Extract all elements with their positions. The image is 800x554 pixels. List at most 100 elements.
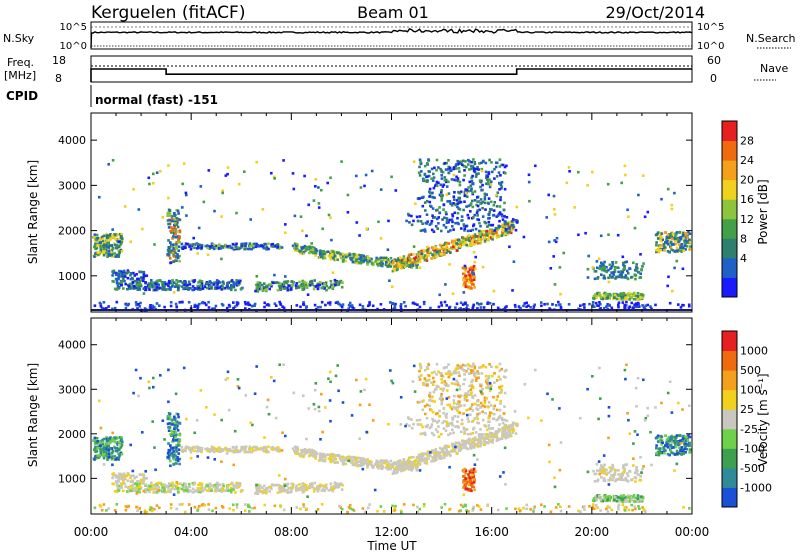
echo-cell xyxy=(293,214,297,218)
echo-cell xyxy=(609,275,612,279)
echo-cell xyxy=(229,286,233,289)
echo-cell xyxy=(301,229,304,233)
echo-cell xyxy=(506,425,510,429)
echo-cell xyxy=(430,167,434,171)
echo-cell xyxy=(329,253,333,257)
echo-cell xyxy=(117,275,121,279)
echo-cell xyxy=(429,306,432,310)
echo-cell xyxy=(423,461,427,465)
echo-cell xyxy=(129,476,132,480)
echo-cell xyxy=(220,288,224,291)
echo-cell xyxy=(415,215,419,219)
echo-cell xyxy=(237,182,241,186)
echo-cell xyxy=(135,484,139,487)
echo-cell xyxy=(262,449,265,453)
echo-cell xyxy=(195,489,199,493)
echo-cell xyxy=(150,279,153,282)
echo-cell xyxy=(176,253,179,256)
echo-cell xyxy=(104,244,108,247)
echo-cell xyxy=(437,250,440,253)
echo-cell xyxy=(660,197,663,201)
echo-cell xyxy=(154,484,157,488)
echo-cell xyxy=(485,435,488,439)
echo-cell xyxy=(458,160,462,164)
echo-cell xyxy=(358,463,361,467)
echo-cell xyxy=(143,477,146,480)
echo-cell xyxy=(302,449,305,452)
echo-cell xyxy=(476,242,480,245)
echo-cell xyxy=(456,177,460,180)
echo-cell xyxy=(331,489,335,493)
echo-cell xyxy=(327,286,331,290)
echo-cell xyxy=(205,286,209,290)
echo-cell xyxy=(472,275,476,278)
echo-cell xyxy=(455,452,459,455)
echo-cell xyxy=(246,301,250,305)
echo-cell xyxy=(200,280,204,283)
echo-cell xyxy=(494,430,498,433)
echo-cell xyxy=(167,239,170,242)
echo-cell xyxy=(243,301,247,304)
echo-cell xyxy=(428,195,431,198)
echo-cell xyxy=(129,277,133,281)
echo-cell xyxy=(167,483,171,487)
echo-cell xyxy=(427,159,431,162)
echo-cell xyxy=(467,163,470,166)
echo-cell xyxy=(613,293,617,297)
echo-cell xyxy=(263,491,267,494)
echo-cell xyxy=(333,255,336,258)
echo-cell xyxy=(336,454,340,458)
echo-cell xyxy=(432,433,436,437)
echo-cell xyxy=(471,280,475,283)
echo-cell xyxy=(283,489,286,493)
echo-cell xyxy=(215,481,219,485)
echo-cell xyxy=(121,440,124,444)
echo-cell xyxy=(136,277,139,281)
echo-cell xyxy=(265,285,268,289)
echo-cell xyxy=(626,208,629,212)
echo-cell xyxy=(284,231,287,234)
echo-cell xyxy=(482,159,485,163)
echo-cell xyxy=(656,231,660,234)
echo-cell xyxy=(178,457,182,461)
echo-cell xyxy=(395,462,398,465)
echo-cell xyxy=(208,448,211,451)
echo-cell xyxy=(305,234,308,238)
echo-cell xyxy=(678,239,681,243)
echo-cell xyxy=(434,225,438,228)
echo-cell xyxy=(499,437,502,440)
echo-cell xyxy=(417,257,420,260)
echo-cell xyxy=(300,487,303,490)
echo-cell xyxy=(608,292,611,296)
echo-cell xyxy=(207,169,211,172)
echo-cell xyxy=(199,488,202,491)
echo-cell xyxy=(265,288,268,291)
echo-cell xyxy=(457,441,461,445)
echo-cell xyxy=(494,227,498,230)
echo-cell xyxy=(114,458,117,461)
echo-cell xyxy=(185,487,189,491)
echo-cell xyxy=(276,243,279,246)
echo-cell xyxy=(464,191,468,195)
echo-cell xyxy=(488,178,491,181)
echo-cell xyxy=(632,293,635,296)
echo-cell xyxy=(445,447,448,450)
echo-cell xyxy=(269,283,272,286)
echo-cell xyxy=(200,246,204,249)
echo-cell xyxy=(431,179,435,182)
echo-cell xyxy=(267,445,270,449)
echo-cell xyxy=(255,275,259,278)
echo-cell xyxy=(314,457,317,460)
echo-cell xyxy=(333,251,337,255)
echo-cell xyxy=(416,423,420,426)
echo-cell xyxy=(363,184,366,188)
echo-cell xyxy=(396,268,399,271)
colorbar-tick-label: 12 xyxy=(740,213,754,226)
echo-cell xyxy=(391,464,395,467)
echo-cell xyxy=(176,455,179,459)
echo-cell xyxy=(244,302,248,306)
echo-cell xyxy=(201,287,205,290)
echo-cell xyxy=(468,286,472,289)
echo-cell xyxy=(456,211,460,215)
echo-cell xyxy=(433,459,437,462)
